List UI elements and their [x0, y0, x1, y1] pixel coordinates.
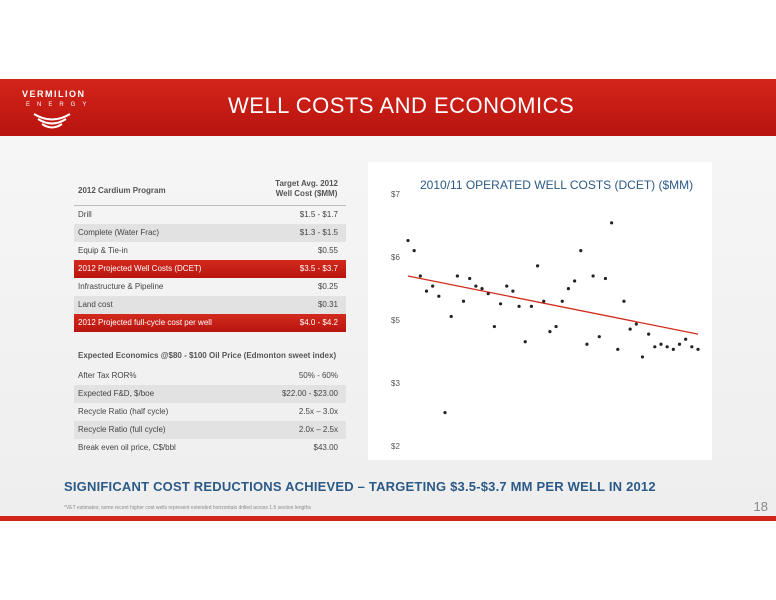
- data-point: [548, 330, 552, 334]
- footnote: *VET estimates; some recent higher cost …: [64, 505, 311, 511]
- data-point: [597, 335, 601, 339]
- data-point: [560, 299, 564, 303]
- data-point: [486, 292, 490, 296]
- table-row: Break even oil price, C$/bbl $43.00: [78, 443, 338, 452]
- data-point: [468, 276, 472, 281]
- data-point: [443, 410, 447, 415]
- data-point: [665, 345, 669, 349]
- table-row: Recycle Ratio (half cycle) 2.5x – 3.0x: [78, 407, 338, 416]
- economics-heading: Expected Economics @$80 - $100 Oil Price…: [78, 351, 337, 360]
- data-point: [585, 342, 589, 346]
- data-point: [566, 287, 571, 291]
- data-point: [431, 284, 435, 288]
- data-point: [455, 274, 459, 278]
- data-point: [535, 264, 540, 268]
- data-point: [437, 294, 441, 298]
- vermilion-logo: VERMILION ENERGY: [22, 87, 132, 133]
- data-point: [406, 238, 410, 243]
- data-point: [579, 249, 583, 253]
- data-point: [523, 340, 527, 344]
- data-point: [653, 345, 657, 349]
- cost-table: 2012 Cardium Program Target Avg. 2012 We…: [74, 177, 346, 457]
- header-bar: VERMILION ENERGY WELL COSTS AND ECONOMIC…: [0, 79, 776, 136]
- data-point: [622, 299, 626, 303]
- data-point: [634, 322, 638, 326]
- trendline: [407, 275, 699, 335]
- data-point: [659, 342, 663, 346]
- data-point: [603, 276, 608, 281]
- table-row: Land cost $0.31: [74, 296, 346, 314]
- y-tick-label: $6: [391, 253, 400, 262]
- y-tick-label: $5: [391, 316, 400, 325]
- data-point: [474, 284, 478, 288]
- table-row-highlight: 2012 Projected full-cycle cost per well $…: [74, 314, 346, 332]
- table-row-highlight: 2012 Projected Well Costs (DCET) $3.5 - $…: [74, 260, 346, 278]
- data-point: [412, 249, 416, 253]
- table-row: After Tax ROR% 50% - 60%: [78, 371, 338, 380]
- data-point: [610, 221, 614, 225]
- table-row: Recycle Ratio (full cycle) 2.0x – 2.5x: [74, 421, 346, 439]
- scatter-chart: 2010/11 OPERATED WELL COSTS (DCET) ($MM)…: [368, 162, 712, 460]
- headline-banner: SIGNIFICANT COST REDUCTIONS ACHIEVED – T…: [64, 479, 656, 494]
- data-point: [498, 302, 503, 306]
- data-point: [418, 274, 422, 278]
- data-point: [505, 284, 509, 288]
- logo-swoosh-icon: [33, 113, 71, 129]
- data-point: [684, 337, 688, 341]
- data-point: [517, 304, 521, 308]
- table-row: Complete (Water Frac) $1.3 - $1.5: [74, 224, 346, 242]
- data-point: [572, 279, 577, 283]
- slide-title: WELL COSTS AND ECONOMICS: [228, 93, 575, 118]
- cost-table-header: 2012 Cardium Program Target Avg. 2012 We…: [74, 177, 346, 206]
- data-point: [677, 342, 682, 346]
- table-row: Equip & Tie-in $0.55: [78, 246, 338, 255]
- y-tick-label: $7: [391, 190, 400, 199]
- data-point: [591, 274, 595, 278]
- data-point: [529, 304, 534, 308]
- data-point: [492, 324, 496, 329]
- table-row: Expected F&D, $/boe $22.00 - $23.00: [74, 385, 346, 403]
- data-point: [647, 332, 651, 336]
- data-point: [461, 299, 466, 303]
- data-point: [480, 287, 484, 291]
- slide: VERMILION ENERGY WELL COSTS AND ECONOMIC…: [0, 79, 776, 521]
- data-point: [542, 299, 546, 303]
- data-point: [640, 355, 645, 359]
- data-point: [616, 347, 620, 351]
- data-point: [424, 289, 429, 293]
- y-tick-label: $3: [391, 379, 400, 388]
- data-point: [628, 327, 632, 331]
- bottom-bar: [0, 516, 776, 521]
- y-tick-label: $2: [391, 442, 400, 451]
- page-number: 18: [753, 499, 768, 514]
- chart-title: 2010/11 OPERATED WELL COSTS (DCET) ($MM): [420, 178, 694, 192]
- plot-area: [406, 221, 700, 415]
- data-point: [554, 324, 558, 329]
- data-point: [449, 314, 453, 319]
- table-row: Infrastructure & Pipeline $0.25: [78, 282, 338, 291]
- data-point: [511, 289, 515, 293]
- data-point: [696, 347, 700, 351]
- table-row: Drill $1.5 - $1.7: [78, 210, 338, 219]
- data-point: [671, 347, 675, 351]
- data-point: [690, 345, 694, 349]
